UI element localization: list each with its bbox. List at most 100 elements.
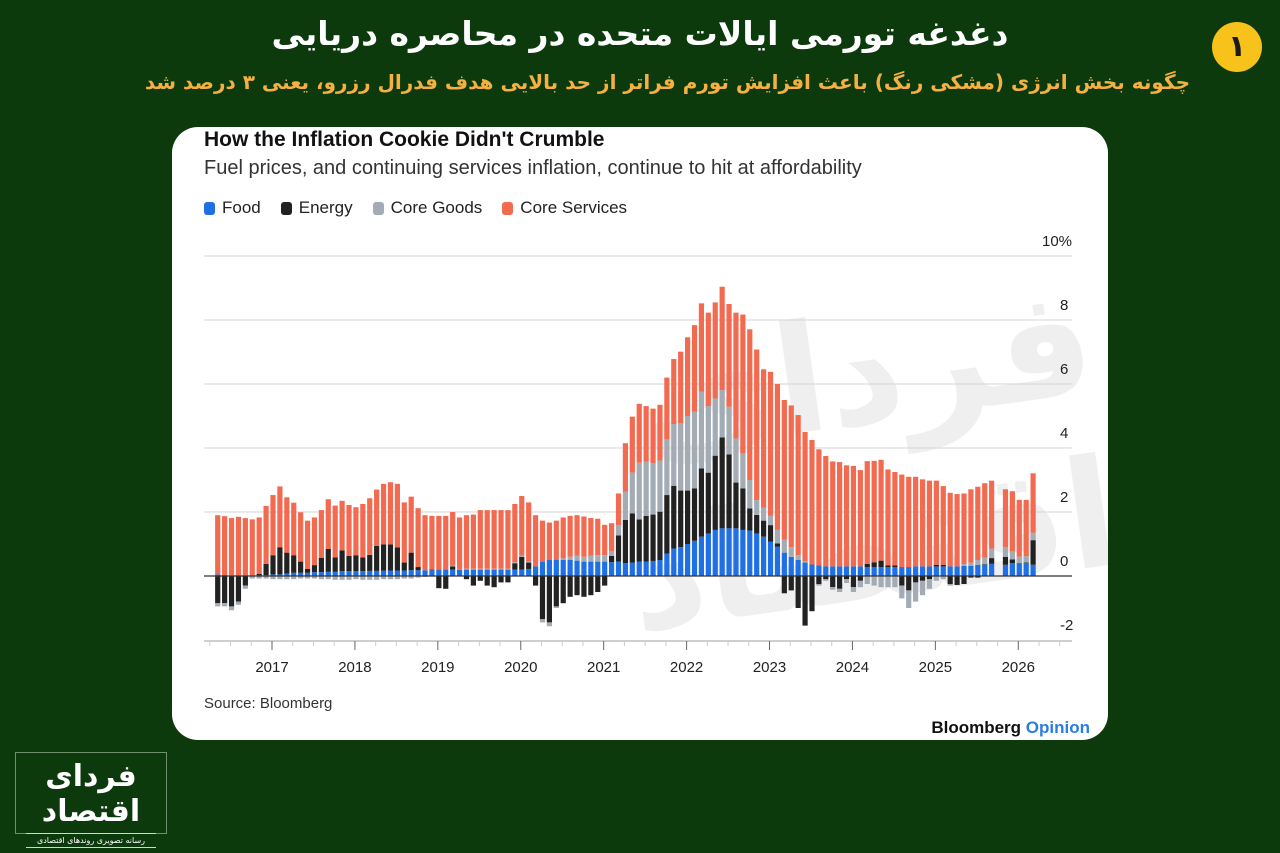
bar-energy: [989, 558, 995, 564]
bar-core-goods: [408, 576, 414, 579]
bar-food: [422, 570, 428, 576]
bar-food: [975, 564, 981, 576]
bar-core-services: [339, 500, 345, 551]
bar-core-goods: [477, 568, 483, 570]
y-tick-label: 8: [1060, 297, 1068, 314]
bar-core-goods: [581, 556, 587, 562]
bar-energy: [228, 576, 235, 607]
bar-core-services: [850, 465, 857, 567]
bar-food: [947, 566, 953, 576]
bar-food: [304, 572, 311, 576]
bar-core-services: [463, 515, 470, 569]
bar-core-services: [567, 515, 573, 557]
bar-core-goods: [857, 580, 863, 588]
bar-core-goods: [899, 585, 905, 599]
bar-core-goods: [318, 576, 324, 580]
bar-core-services: [595, 518, 601, 556]
bar-food: [429, 570, 435, 576]
bar-core-goods: [719, 390, 725, 438]
bar-food: [816, 565, 822, 576]
bar-food: [968, 565, 974, 576]
bar-core-goods: [215, 603, 221, 607]
bar-energy: [719, 437, 725, 529]
legend-item-energy: Energy: [280, 198, 353, 218]
bar-core-goods: [664, 439, 670, 496]
bar-energy: [588, 576, 594, 596]
bar-energy: [222, 576, 228, 604]
bar-core-services: [629, 416, 635, 473]
legend-swatch: [280, 201, 292, 215]
bar-core-services: [857, 470, 863, 567]
bar-food: [560, 560, 566, 576]
bar-food: [913, 566, 919, 576]
bar-energy: [546, 576, 552, 623]
bar-energy: [795, 576, 801, 608]
bar-food: [484, 569, 490, 576]
bar-core-services: [926, 480, 933, 567]
bar-core-services: [574, 515, 580, 556]
bar-core-goods: [339, 576, 345, 580]
bar-core-goods: [588, 555, 594, 562]
bar-energy: [685, 490, 691, 544]
bar-core-services: [809, 440, 815, 565]
bar-core-goods: [546, 622, 552, 627]
bar-core-goods: [284, 576, 290, 580]
bar-energy: [256, 573, 262, 576]
y-tick-label: 4: [1060, 425, 1068, 442]
bar-energy: [712, 455, 718, 530]
bar-energy: [498, 576, 504, 583]
bar-core-goods: [871, 576, 877, 586]
bar-food: [298, 572, 304, 576]
bar-energy: [298, 561, 304, 573]
bar-core-goods: [387, 576, 394, 580]
bar-core-services: [843, 465, 850, 567]
bar-food: [1030, 564, 1036, 576]
bar-core-services: [802, 432, 808, 561]
bar-food: [588, 561, 594, 576]
bar-core-goods: [332, 576, 338, 580]
bar-energy: [802, 576, 808, 626]
bar-core-goods: [456, 568, 463, 570]
bar-food: [1009, 563, 1015, 576]
x-tick-label: 2019: [421, 659, 454, 676]
bar-core-services: [761, 369, 767, 508]
bar-energy: [919, 576, 926, 581]
bar-food: [878, 567, 884, 576]
bar-food: [733, 528, 739, 576]
bar-core-goods: [512, 562, 518, 564]
bar-core-goods: [843, 579, 850, 584]
bar-food: [671, 548, 677, 576]
bar-food: [505, 569, 511, 576]
x-tick-label: 2017: [255, 659, 288, 676]
bar-core-goods: [235, 601, 242, 605]
bar-energy: [705, 472, 711, 534]
bar-core-services: [1009, 491, 1015, 552]
page-subtitle: چگونه بخش انرژی (مشکی رنگ) باعث افزایش ت…: [144, 70, 1190, 94]
bar-food: [546, 560, 552, 576]
bar-core-goods: [1023, 556, 1029, 563]
bar-energy: [380, 544, 387, 571]
bar-core-services: [553, 520, 559, 560]
bar-core-goods: [304, 576, 311, 579]
bar-energy: [740, 488, 746, 530]
bar-core-services: [712, 302, 718, 399]
bar-food: [643, 561, 649, 576]
bar-core-services: [968, 489, 974, 563]
bar-core-goods: [837, 588, 843, 592]
bar-core-goods: [505, 568, 511, 570]
bar-food: [415, 570, 421, 576]
bar-energy: [629, 513, 635, 563]
logo-name: فردای اقتصاد: [41, 759, 141, 829]
bar-energy: [519, 556, 525, 570]
bar-core-services: [982, 483, 988, 558]
bar-core-goods: [228, 606, 235, 611]
bar-core-goods: [1016, 556, 1022, 564]
bar-food: [685, 544, 691, 576]
bar-core-goods: [989, 548, 995, 559]
bar-core-services: [270, 495, 276, 556]
bar-core-goods: [450, 565, 456, 567]
bar-core-services: [892, 472, 898, 566]
bar-core-goods: [560, 558, 566, 560]
bar-core-services: [726, 304, 732, 407]
bar-energy: [954, 576, 960, 585]
